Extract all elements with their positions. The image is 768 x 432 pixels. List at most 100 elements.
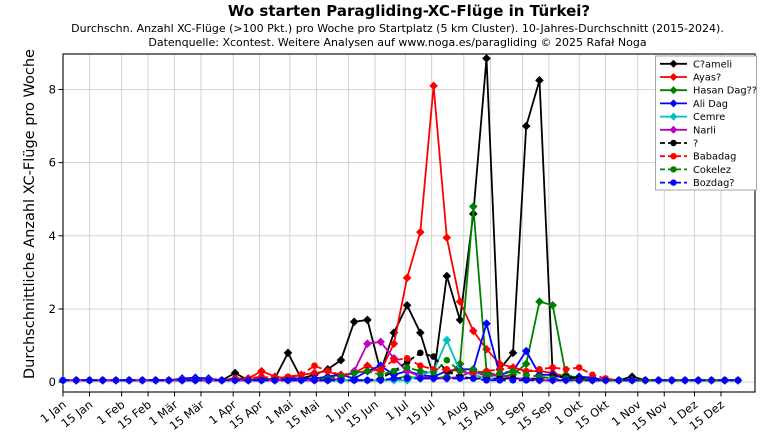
legend-label: Ali Dag bbox=[693, 99, 728, 110]
legend-entry-babadag: Babadag bbox=[660, 152, 736, 163]
diamond-marker bbox=[257, 366, 266, 376]
circle-marker bbox=[575, 376, 583, 384]
diamond-marker bbox=[416, 328, 425, 338]
circle-marker bbox=[615, 376, 623, 384]
x-tick-label: 15 Jul bbox=[404, 397, 438, 428]
circle-marker bbox=[681, 376, 689, 384]
circle-marker bbox=[708, 376, 715, 384]
legend-entry-ayas: Ayas? bbox=[660, 73, 721, 84]
circle-marker bbox=[509, 367, 517, 375]
diamond-marker bbox=[468, 202, 478, 211]
circle-marker bbox=[668, 376, 676, 384]
legend-entry-cemre: Cemre bbox=[660, 112, 725, 123]
legend-entry-hasan-dag: Hasan Dag?? bbox=[660, 86, 757, 97]
circle-marker bbox=[430, 353, 437, 360]
circle-marker bbox=[311, 362, 318, 369]
circle-marker bbox=[642, 376, 649, 384]
circle-marker bbox=[589, 376, 596, 384]
circle-marker bbox=[390, 375, 398, 382]
series-bozdag bbox=[59, 375, 742, 384]
legend-entry-unknown: ? bbox=[660, 139, 698, 150]
circle-marker bbox=[496, 369, 504, 377]
diamond-marker bbox=[468, 326, 478, 336]
series-line bbox=[63, 352, 738, 382]
circle-marker bbox=[311, 376, 318, 384]
series-line bbox=[63, 84, 738, 382]
series-c-ameli bbox=[58, 54, 743, 385]
diamond-marker bbox=[416, 227, 425, 237]
circle-marker bbox=[536, 376, 543, 384]
circle-marker bbox=[403, 364, 411, 371]
circle-marker bbox=[589, 371, 596, 379]
circle-marker bbox=[59, 376, 67, 384]
circle-marker bbox=[297, 376, 305, 384]
circle-marker bbox=[536, 366, 543, 373]
diamond-marker bbox=[363, 315, 372, 325]
series-line bbox=[63, 57, 738, 382]
series-line bbox=[63, 357, 738, 382]
circle-marker bbox=[430, 375, 437, 382]
circle-marker bbox=[403, 355, 411, 362]
legend-label: Ayas? bbox=[693, 73, 721, 84]
legend-circle-marker bbox=[670, 139, 677, 147]
series-line bbox=[63, 377, 738, 382]
diamond-marker bbox=[482, 344, 491, 354]
diamond-marker bbox=[455, 315, 465, 325]
circle-marker bbox=[377, 376, 384, 384]
legend-diamond-marker bbox=[669, 59, 678, 68]
circle-marker bbox=[417, 349, 424, 357]
legend-label: Bozdag? bbox=[693, 178, 735, 189]
legend-entry-cokelez: Cokelez bbox=[660, 165, 731, 176]
circle-marker bbox=[483, 371, 490, 379]
circle-marker bbox=[734, 376, 742, 384]
circle-marker bbox=[483, 376, 490, 384]
circle-marker bbox=[125, 376, 133, 384]
circle-marker bbox=[390, 367, 398, 375]
circle-marker bbox=[390, 356, 398, 364]
circle-marker bbox=[152, 376, 159, 384]
diamond-marker bbox=[376, 361, 385, 370]
diamond-marker bbox=[442, 233, 452, 242]
circle-marker bbox=[496, 376, 504, 384]
circle-marker bbox=[602, 376, 609, 384]
legend-label: Cokelez bbox=[693, 165, 731, 176]
chart-subtitle-source: Datenquelle: Xcontest. Weitere Analysen … bbox=[148, 36, 647, 49]
circle-marker bbox=[377, 366, 384, 373]
circle-marker bbox=[377, 371, 384, 379]
circle-marker bbox=[562, 366, 570, 373]
circle-marker bbox=[271, 376, 279, 384]
circle-marker bbox=[205, 376, 212, 384]
diamond-marker bbox=[363, 339, 372, 349]
legend: C?ameli Ayas? Hasan Dag?? Ali Dag Cemre Narli… bbox=[655, 55, 757, 191]
diamond-marker bbox=[521, 121, 531, 131]
circle-marker bbox=[456, 367, 464, 375]
circle-marker bbox=[297, 371, 305, 379]
diamond-marker bbox=[389, 339, 399, 349]
circle-marker bbox=[417, 375, 424, 382]
y-tick-label: 6 bbox=[49, 156, 56, 170]
circle-marker bbox=[549, 364, 556, 371]
circle-marker bbox=[218, 376, 226, 384]
y-tick-label: 4 bbox=[49, 229, 56, 243]
series-ayas bbox=[58, 81, 743, 385]
circle-marker bbox=[456, 375, 464, 382]
chart-subtitle-methodology: Durchschn. Anzahl XC-Flüge (>100 Pkt.) p… bbox=[71, 22, 724, 35]
legend-entry-narli: Narli bbox=[660, 125, 716, 136]
legend-diamond-marker bbox=[669, 112, 678, 121]
circle-marker bbox=[562, 376, 570, 384]
circle-marker bbox=[192, 376, 199, 384]
y-tick-labels: 0 2 4 6 8 bbox=[49, 82, 56, 389]
diamond-marker bbox=[521, 359, 531, 369]
diamond-marker bbox=[442, 271, 452, 281]
legend-diamond-marker bbox=[669, 73, 678, 81]
series-ali-dag bbox=[58, 319, 743, 385]
legend-label: Hasan Dag?? bbox=[693, 86, 757, 97]
legend-diamond-marker bbox=[669, 99, 678, 108]
series-line bbox=[63, 322, 738, 382]
legend-entry-bozdag: Bozdag? bbox=[660, 178, 735, 189]
circle-marker bbox=[443, 375, 451, 382]
circle-marker bbox=[509, 376, 517, 384]
y-tick-label: 8 bbox=[49, 82, 56, 96]
